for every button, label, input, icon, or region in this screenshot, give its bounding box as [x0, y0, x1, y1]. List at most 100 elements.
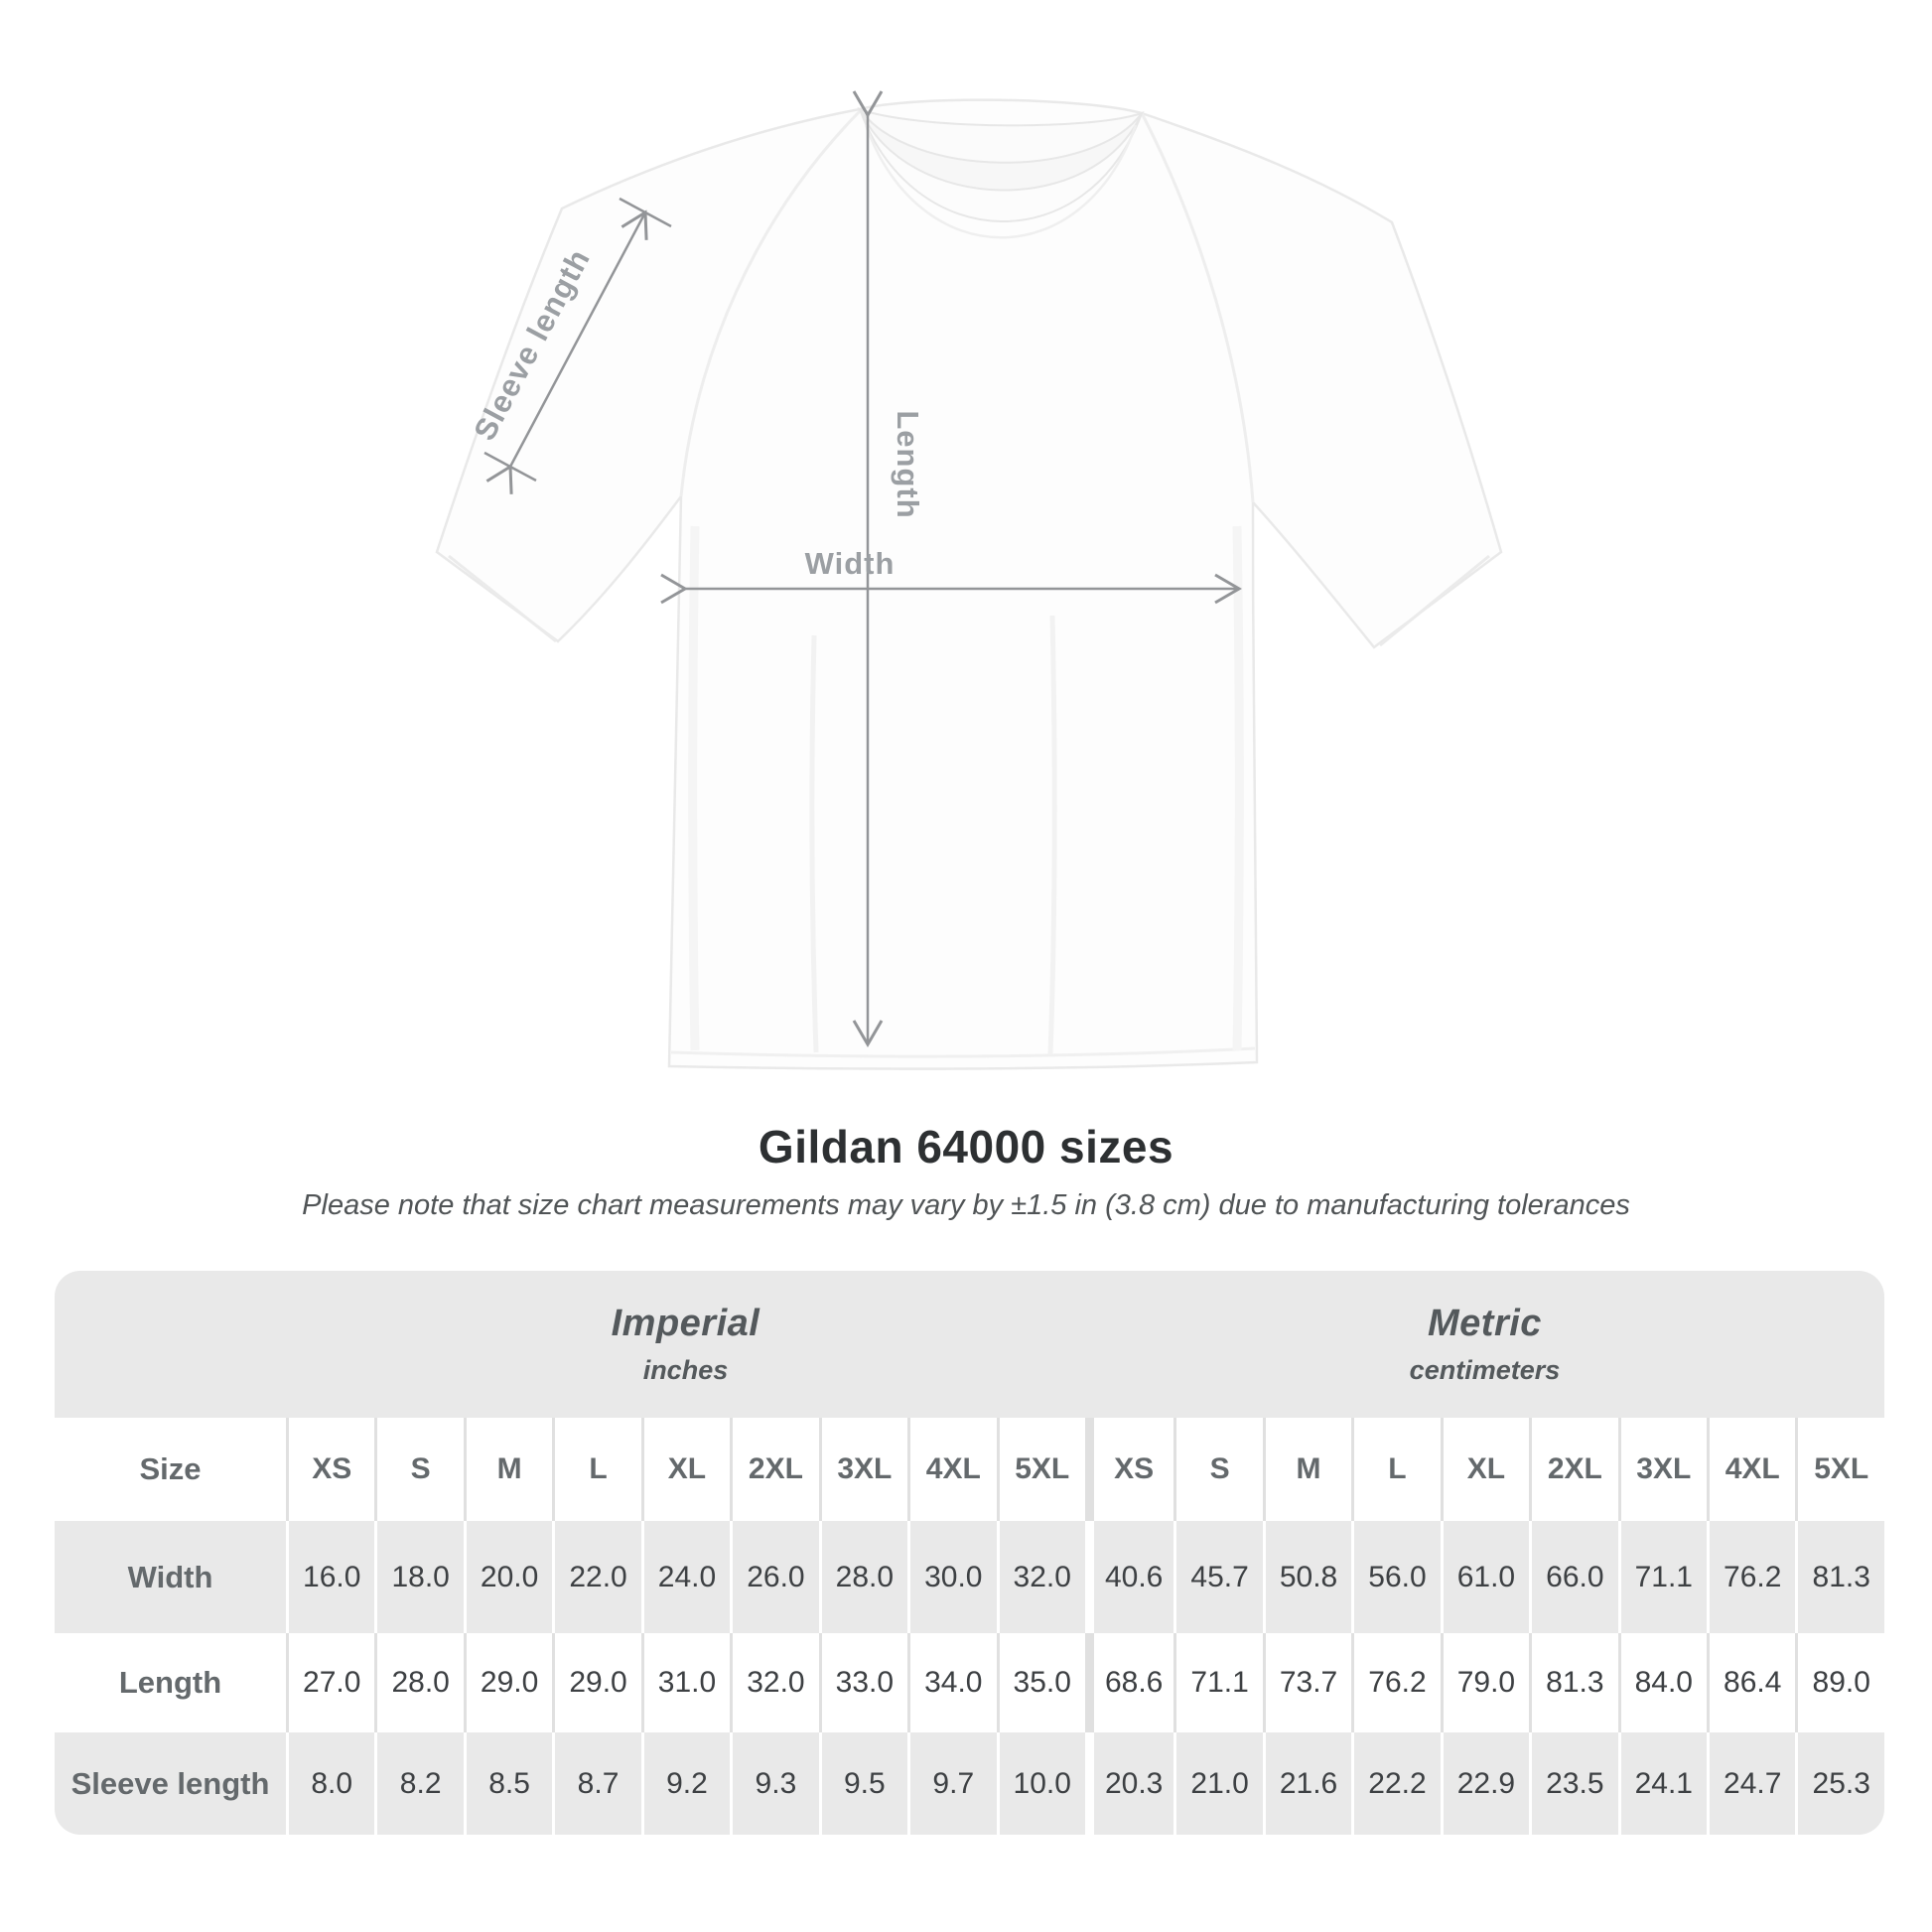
size-col-header-metric-4xl: 4XL	[1707, 1418, 1796, 1521]
length-metric-m: 73.7	[1262, 1633, 1352, 1732]
size-col-header-imperial-m: M	[463, 1418, 553, 1521]
width-metric-2xl: 66.0	[1529, 1521, 1618, 1633]
width-label: Width	[805, 546, 896, 581]
width-row: Width 16.0 18.0 20.0 22.0 24.0 26.0 28.0 30.0 32…	[55, 1521, 1884, 1633]
width-imperial-m: 20.0	[463, 1521, 553, 1633]
length-imperial-5xl: 35.0	[996, 1633, 1085, 1732]
sleeve-cap-top	[619, 197, 672, 228]
length-imperial-s: 28.0	[374, 1633, 464, 1732]
size-row-label: Size	[55, 1418, 286, 1521]
width-metric-xs: 40.6	[1084, 1521, 1174, 1633]
width-imperial-2xl: 26.0	[730, 1521, 819, 1633]
width-imperial-xs: 16.0	[286, 1521, 375, 1633]
size-col-header-metric-5xl: 5XL	[1795, 1418, 1884, 1521]
imperial-label: Imperial	[611, 1303, 760, 1344]
sleeve-length-metric-xs: 20.3	[1084, 1732, 1174, 1835]
length-imperial-2xl: 32.0	[730, 1633, 819, 1732]
width-imperial-s: 18.0	[374, 1521, 464, 1633]
length-metric-4xl: 86.4	[1707, 1633, 1796, 1732]
length-imperial-3xl: 33.0	[818, 1633, 908, 1732]
tshirt-measurement-diagram: Sleeve length Length Width	[435, 90, 1503, 1070]
sleeve-length-imperial-s: 8.2	[374, 1732, 464, 1835]
imperial-unit-label: inches	[642, 1355, 729, 1385]
size-col-header-metric-l: L	[1351, 1418, 1441, 1521]
width-metric-4xl: 76.2	[1707, 1521, 1796, 1633]
sleeve-length-imperial-xl: 9.2	[640, 1732, 731, 1835]
size-col-header-imperial-3xl: 3XL	[818, 1418, 908, 1521]
tshirt-graphic	[435, 98, 1503, 1070]
collar	[857, 106, 1145, 239]
width-imperial-3xl: 28.0	[818, 1521, 908, 1633]
length-imperial-m: 29.0	[463, 1633, 553, 1732]
sleeve-length-imperial-4xl: 9.7	[907, 1732, 997, 1835]
metric-band: Metric centimeters	[1084, 1271, 1884, 1418]
sleeve-length-imperial-xs: 8.0	[286, 1732, 375, 1835]
length-imperial-xs: 27.0	[286, 1633, 375, 1732]
size-col-header-imperial-xl: XL	[640, 1418, 731, 1521]
sleeve-length-metric-s: 21.0	[1173, 1732, 1263, 1835]
size-col-header-imperial-4xl: 4XL	[907, 1418, 997, 1521]
metric-label: Metric	[1428, 1303, 1542, 1344]
sleeve-length-row-label: Sleeve length	[55, 1732, 286, 1835]
width-row-label: Width	[55, 1521, 286, 1633]
sleeve-length-imperial-m: 8.5	[463, 1732, 553, 1835]
sleeve-length-metric-l: 22.2	[1351, 1732, 1441, 1835]
width-metric-xl: 61.0	[1440, 1521, 1530, 1633]
size-col-header-metric-3xl: 3XL	[1617, 1418, 1707, 1521]
sleeve-length-arrow	[485, 209, 648, 494]
metric-unit-label: centimeters	[1409, 1355, 1561, 1385]
sleeve-length-metric-5xl: 25.3	[1795, 1732, 1884, 1835]
page-title: Gildan 64000 sizes	[758, 1121, 1174, 1173]
sleeve-length-metric-4xl: 24.7	[1707, 1732, 1796, 1835]
length-metric-5xl: 89.0	[1795, 1633, 1884, 1732]
sleeve-length-metric-3xl: 24.1	[1617, 1732, 1707, 1835]
width-metric-3xl: 71.1	[1617, 1521, 1707, 1633]
size-col-header-metric-s: S	[1173, 1418, 1263, 1521]
length-metric-xl: 79.0	[1440, 1633, 1530, 1732]
length-metric-2xl: 81.3	[1529, 1633, 1618, 1732]
width-metric-m: 50.8	[1262, 1521, 1352, 1633]
sleeve-cap-bottom	[483, 451, 537, 483]
size-col-header-metric-xs: XS	[1084, 1418, 1174, 1521]
length-row-label: Length	[55, 1633, 286, 1732]
size-col-header-metric-2xl: 2XL	[1529, 1418, 1618, 1521]
size-header-row: Size XS S M L XL 2XL 3XL 4XL 5XL XS S M L XL 2XL 3XL 4XL…	[55, 1418, 1884, 1521]
tolerance-note: Please note that size chart measurements…	[302, 1189, 1630, 1221]
sleeve-length-imperial-l: 8.7	[552, 1732, 641, 1835]
sleeve-length-imperial-3xl: 9.5	[818, 1732, 908, 1835]
width-imperial-xl: 24.0	[640, 1521, 731, 1633]
sleeve-length-metric-m: 21.6	[1262, 1732, 1352, 1835]
length-imperial-xl: 31.0	[640, 1633, 731, 1732]
sleeve-length-metric-xl: 22.9	[1440, 1732, 1530, 1835]
size-table: Imperial inches Metric centimeters Size …	[55, 1271, 1884, 1835]
unit-band-row: Imperial inches Metric centimeters	[55, 1271, 1884, 1418]
width-imperial-4xl: 30.0	[907, 1521, 997, 1633]
size-col-header-metric-xl: XL	[1440, 1418, 1530, 1521]
sleeve-length-metric-2xl: 23.5	[1529, 1732, 1618, 1835]
sleeve-length-imperial-5xl: 10.0	[996, 1732, 1085, 1835]
length-imperial-l: 29.0	[552, 1633, 641, 1732]
size-col-header-imperial-5xl: 5XL	[996, 1418, 1085, 1521]
length-metric-s: 71.1	[1173, 1633, 1263, 1732]
length-imperial-4xl: 34.0	[907, 1633, 997, 1732]
measurement-lines	[483, 90, 1242, 1047]
size-col-header-metric-m: M	[1262, 1418, 1352, 1521]
length-metric-xs: 68.6	[1084, 1633, 1174, 1732]
length-label: Length	[891, 410, 925, 518]
length-metric-3xl: 84.0	[1617, 1633, 1707, 1732]
width-imperial-5xl: 32.0	[996, 1521, 1085, 1633]
size-col-header-imperial-s: S	[374, 1418, 464, 1521]
length-row: Length 27.0 28.0 29.0 29.0 31.0 32.0 33.0 34.0 3…	[55, 1633, 1884, 1732]
width-metric-l: 56.0	[1351, 1521, 1441, 1633]
sleeve-length-imperial-2xl: 9.3	[730, 1732, 819, 1835]
width-imperial-l: 22.0	[552, 1521, 641, 1633]
imperial-band: Imperial inches	[286, 1271, 1085, 1418]
size-col-header-imperial-2xl: 2XL	[730, 1418, 819, 1521]
unit-band-spacer	[55, 1271, 286, 1418]
size-col-header-imperial-l: L	[552, 1418, 641, 1521]
width-metric-s: 45.7	[1173, 1521, 1263, 1633]
size-col-header-imperial-xs: XS	[286, 1418, 375, 1521]
size-table-container: Imperial inches Metric centimeters Size …	[55, 1271, 1884, 1835]
sleeve-length-row: Sleeve length 8.0 8.2 8.5 8.7 9.2 9.3 9.5 9.7 10…	[55, 1732, 1884, 1835]
